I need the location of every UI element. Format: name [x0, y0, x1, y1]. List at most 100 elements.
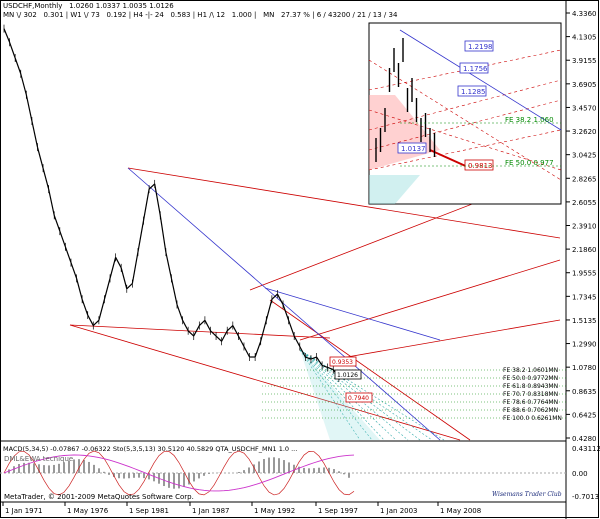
price-tick-label: 2.3910: [572, 223, 597, 231]
price-segment: [36, 147, 44, 169]
price-segment: [103, 278, 111, 300]
price-segment: [14, 57, 22, 74]
price-segment: [75, 278, 83, 300]
price-segment: [42, 168, 50, 190]
time-tick-label: 1 Sep 1981: [129, 507, 169, 515]
price-segment: [288, 320, 295, 337]
price-segment: [193, 325, 200, 337]
price-segment: [120, 267, 128, 289]
price-segment: [148, 183, 156, 190]
price-marker-box: [334, 369, 362, 380]
price-tick-label: 1.5135: [572, 317, 597, 325]
price-segment: [48, 189, 55, 216]
price-segment: [221, 330, 228, 342]
inset-frame: [368, 22, 562, 205]
price-tick-label: 1.7345: [572, 293, 597, 301]
price-segment: [59, 230, 66, 248]
trend-line: [264, 287, 441, 341]
inset-level-box: [459, 62, 489, 74]
time-tick-label: 1 Jan 1971: [5, 507, 43, 515]
price-segment: [109, 257, 117, 279]
signal-line: [3, 454, 355, 492]
inset-level-label: 1.0137: [401, 145, 426, 153]
price-segment: [126, 283, 133, 290]
price-segment: [182, 320, 189, 332]
price-segment: [115, 257, 122, 269]
price-marker-label: 1.0126: [337, 372, 358, 379]
inset-level-box: [464, 40, 494, 52]
price-marker-label: 0.9353: [332, 359, 353, 366]
channel-line: [69, 324, 331, 339]
price-segment: [237, 335, 245, 347]
inset-teal-zone: [369, 175, 420, 204]
symbol-header: USDCHF,Monthly 1.0260 1.0337 1.0035 1.01…: [3, 2, 174, 10]
time-tick-label: 1 Jan 1987: [192, 507, 230, 515]
price-segment: [210, 330, 217, 337]
price-segment: [64, 246, 72, 263]
price-tick-label: 3.2620: [572, 128, 597, 136]
macd-tick-label: 0.00: [572, 470, 588, 478]
inset-level-label: 1.1285: [461, 88, 486, 96]
price-segment: [204, 320, 212, 332]
price-tick-label: 3.9155: [572, 57, 597, 65]
price-segment: [154, 183, 161, 216]
price-segment: [232, 325, 239, 337]
price-segment: [137, 220, 145, 253]
price-tick-label: 2.8265: [572, 175, 597, 183]
price-marker-box: [329, 356, 357, 367]
price-segment: [3, 28, 11, 43]
price-segment: [243, 346, 251, 358]
time-tick-label: 1 Sep 1997: [318, 507, 358, 515]
price-segment: [310, 356, 317, 360]
stochastic-line: [3, 450, 355, 496]
macd-tick-label: -0.7013: [572, 493, 599, 501]
price-segment: [165, 251, 173, 279]
fib-level-label: FE 78.6 0.7764MN: [503, 399, 558, 406]
inset-channel-line: [368, 59, 562, 181]
price-tick-label: 1.0780: [572, 364, 597, 372]
price-tick-label: 0.6425: [572, 411, 597, 419]
time-tick-label: 1 May 1992: [254, 507, 295, 515]
price-segment: [31, 120, 39, 148]
brand-signature: Wisemans Trader Club: [492, 491, 562, 498]
time-tick-label: 1 May 2008: [440, 507, 481, 515]
price-segment: [254, 341, 262, 358]
price-segment: [131, 251, 139, 284]
price-tick-label: 4.3360: [572, 10, 597, 18]
fan-line: [299, 349, 385, 441]
channel-line: [329, 319, 561, 361]
price-segment: [260, 320, 267, 342]
price-segment: [142, 189, 150, 221]
price-segment: [226, 325, 234, 332]
inset-level-label: 1.2198: [468, 43, 493, 51]
inset-fib-label: FE 38.2 1.060: [505, 116, 554, 124]
price-marker-box: [345, 392, 373, 403]
fan-line: [299, 349, 421, 441]
price-segment: [316, 356, 323, 366]
price-segment: [299, 346, 306, 358]
price-segment: [265, 299, 273, 321]
price-segment: [87, 314, 94, 326]
fib-level-label: FE 100.0 0.6261MN: [503, 415, 562, 422]
price-tick-label: 2.1860: [572, 246, 597, 254]
price-segment: [170, 278, 178, 305]
price-tick-label: 1.2990: [572, 341, 597, 349]
timeframe-stats: MN \/ 302 0.301 | W1 \/ 73 0.192 | H4 -|…: [3, 11, 398, 19]
time-tick-label: 1 Jan 2003: [380, 507, 418, 515]
price-segment: [53, 215, 61, 232]
price-segment: [25, 94, 33, 122]
ewa-label: DML&EWA tecnique: [4, 455, 74, 463]
price-segment: [305, 356, 312, 360]
fan-line: [299, 349, 373, 441]
inset-level-box: [397, 142, 427, 154]
inset-target-box: [464, 159, 494, 171]
price-segment: [215, 335, 223, 342]
price-segment: [282, 304, 290, 321]
price-tick-label: 3.4570: [572, 104, 597, 112]
price-segment: [9, 42, 16, 59]
inset-fib-label: FE 50.0 0.977: [505, 159, 554, 167]
macd-tick-label: 0.43112: [572, 445, 600, 453]
channel-line: [69, 324, 461, 441]
